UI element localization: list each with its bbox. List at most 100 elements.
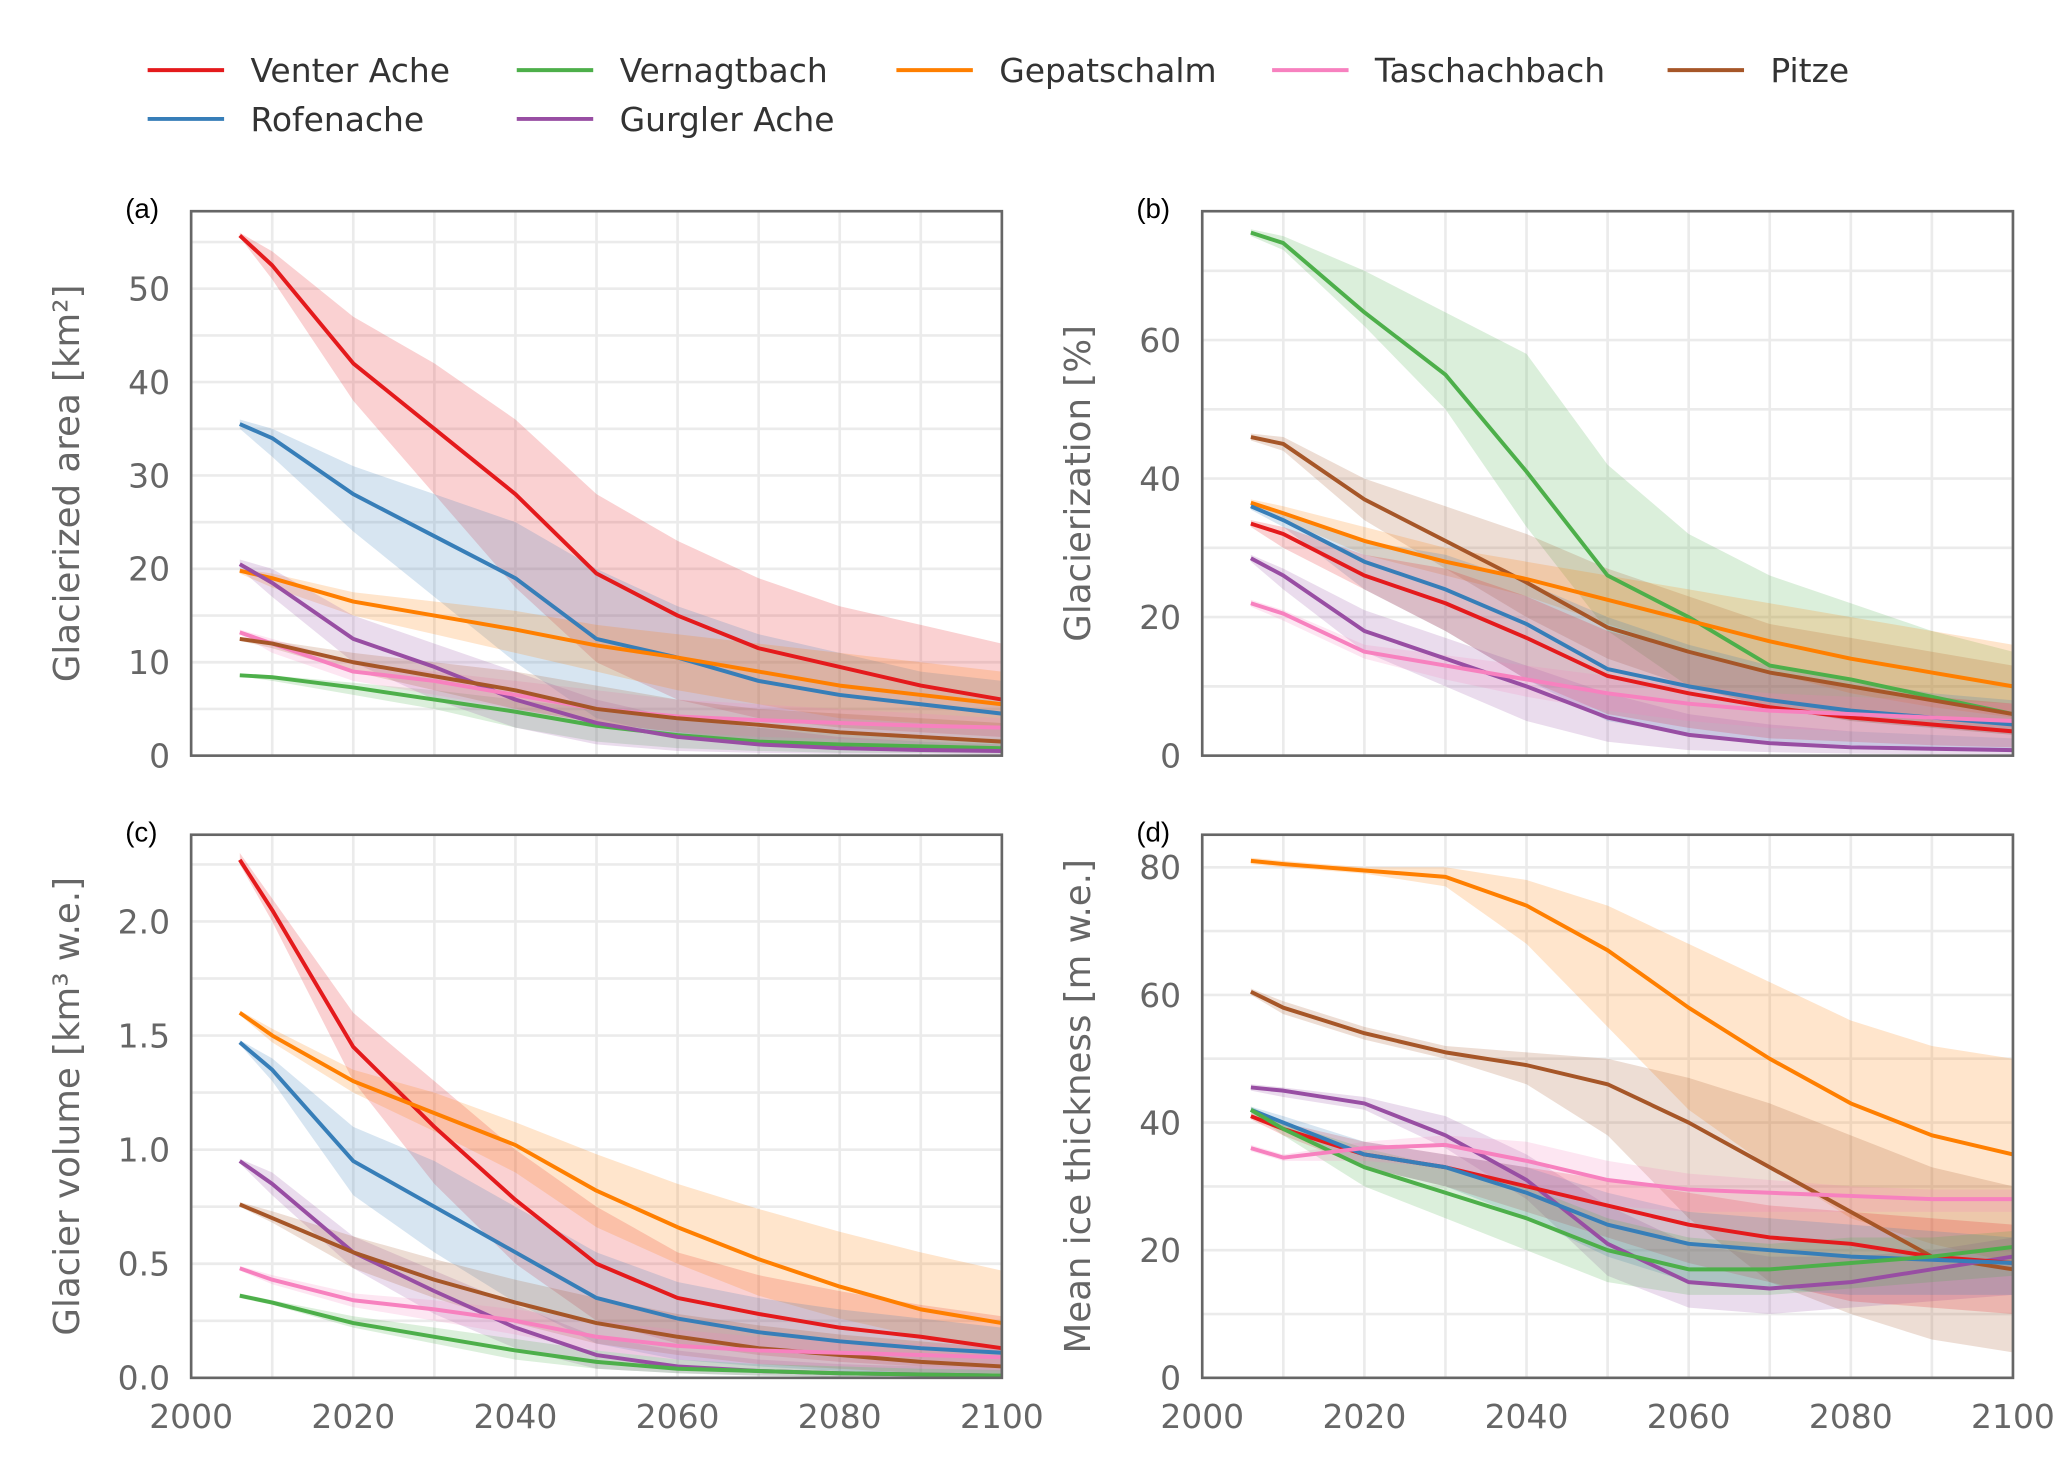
y-tick-label: 80 [1139,848,1181,887]
line-vernagtbach [1249,1108,2014,1272]
x-tick-label: 2100 [960,1397,1044,1436]
legend-label: Gepatschalm [999,51,1216,90]
y-tick-label: 10 [128,643,170,682]
axes-frame [189,209,1004,757]
y-tick-label: 2.0 [118,902,170,941]
axes-frame [1200,833,2015,1380]
x-tick-label: 2060 [1647,1397,1731,1436]
x-tick-label: 2000 [149,1397,233,1436]
legend-entry-taschachbach: Taschachbach [1272,51,1605,90]
y-tick-label: 60 [1139,321,1181,360]
band-taschachbach [239,1266,1002,1372]
legend-label: Rofenache [250,100,424,139]
panel-label: (b) [1136,193,1170,224]
legend-entry-pitze: Pitze [1667,51,1849,90]
legend-entry-gurgler-ache: Gurgler Ache [516,100,835,139]
line-pitze [1250,989,2014,1272]
y-tick-label: 40 [1139,1103,1181,1142]
line-gepatschalm [238,1011,1003,1326]
x-tick-label: 2060 [636,1397,720,1436]
line-venter-ache [1250,521,2014,734]
y-axis-label: Glacierization [%] [1058,325,1099,642]
line-pitze [239,1202,1002,1369]
y-axis-label: Glacierized area [km²] [47,285,88,683]
y-tick-label: 20 [1139,598,1181,637]
y-tick-label: 40 [1139,459,1181,498]
band-gepatschalm [1250,499,2013,718]
line-gepatschalm [1250,858,2014,1157]
panel-label: (c) [125,816,157,847]
band-venter-ache [239,232,1002,737]
y-axis-label: Glacier volume [km³ w.e.] [47,877,88,1336]
panel-label: (d) [1136,816,1170,847]
band-rofenache [1250,502,2013,749]
panel-a: 0 10 20 30 40 50 Glacierized area [km²] (a) [47,193,1004,776]
y-tick-label: 40 [128,363,170,402]
y-tick-label: 20 [1139,1231,1181,1270]
band-pitze [239,1202,1002,1376]
legend-entry-vernagtbach: Vernagtbach [516,51,828,90]
line-pitze [239,636,1002,744]
y-axis-label: Mean ice thickness [m w.e.] [1058,859,1099,1353]
band-taschachbach [239,629,1002,744]
band-pitze [1250,988,2013,1353]
line-taschachbach [239,1266,1002,1360]
y-tick-label: 1.5 [118,1016,170,1055]
x-tick-label: 2100 [1971,1397,2055,1436]
line-vernagtbach [239,1293,1002,1378]
legend-entry-venter-ache: Venter Ache [147,51,450,90]
y-tick-label: 0 [1160,1359,1181,1398]
x-tick-label: 2020 [1322,1397,1406,1436]
legend-label: Pitze [1770,51,1849,90]
legend-entry-rofenache: Rofenache [147,100,424,139]
line-venter-ache [238,234,1003,702]
line-gepatschalm [1250,500,2014,689]
band-pitze [1250,433,2013,735]
x-tick-label: 2000 [1160,1397,1244,1436]
line-gepatschalm [239,568,1003,707]
band-venter-ache [1250,520,2013,748]
x-tick-label: 2020 [311,1397,395,1436]
band-vernagtbach [239,674,1002,754]
line-gurgler-ache [1250,1085,2014,1291]
line-taschachbach [1250,1142,2013,1202]
line-venter-ache [1250,1114,2014,1265]
x-tick-label: 2080 [798,1397,882,1436]
legend-label: Taschachbach [1374,51,1605,90]
legend-entry-gepatschalm: Gepatschalm [896,51,1217,90]
y-tick-label: 0.5 [118,1245,170,1284]
axes-frame [1200,209,2015,757]
line-taschachbach [1250,601,2014,723]
line-vernagtbach [1250,230,2014,717]
band-gurgler-ache [1250,1084,2013,1315]
x-tick-label: 2080 [1809,1397,1893,1436]
y-tick-label: 0.0 [118,1359,170,1398]
y-tick-label: 0 [149,737,170,776]
band-venter-ache [239,852,1002,1369]
legend-label: Gurgler Ache [620,100,835,139]
legend: Venter Ache Vernagtbach Gepatschalm Taschac… [147,51,1849,139]
band-gurgler-ache [239,1158,1002,1377]
y-tick-label: 60 [1139,976,1181,1015]
y-tick-label: 0 [1160,737,1181,776]
band-rofenache [1250,1106,2013,1295]
band-vernagtbach [1250,1106,2013,1295]
line-gurgler-ache [238,562,1002,753]
line-rofenache [238,1040,1002,1355]
y-tick-label: 1.0 [118,1131,170,1170]
band-rofenache [239,1040,1002,1374]
x-tick-label: 2040 [474,1397,558,1436]
band-taschachbach [1250,1135,2013,1212]
axes-frame [189,833,1004,1380]
legend-label: Venter Ache [250,51,450,90]
band-gurgler-ache [1250,554,2013,755]
line-rofenache [1250,1107,2014,1265]
band-gepatschalm [239,1010,1002,1349]
panel-b: 0 20 40 60 Glacierization [%] (b) [1058,193,2015,776]
line-venter-ache [238,858,1003,1351]
band-vernagtbach [1250,229,2013,735]
panel-c: 0.0 0.5 1.0 1.5 2.0 2000 2020 2040 2060 2080 2100 G… [47,816,1044,1436]
